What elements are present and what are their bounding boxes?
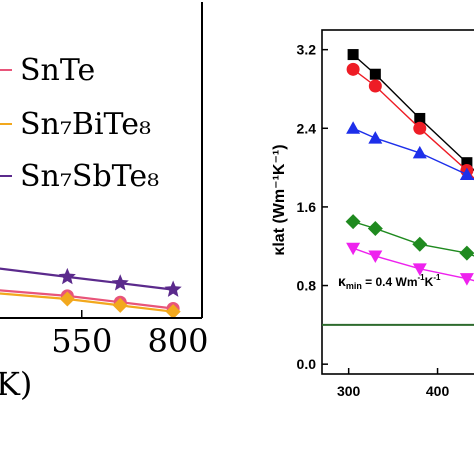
right-y-tick-label-4: 3.2 [297,42,317,58]
left-point-1-2 [112,297,128,313]
right-point-2-0 [346,121,361,134]
legend-label-snte: SnTe [20,53,95,88]
right-point-0-2 [414,112,426,124]
right-point-4-3 [459,273,474,286]
right-point-0-3 [461,157,473,169]
right-point-3-3 [459,245,474,261]
legend: SnTe Sn₇BiTe₈ Sn₇SbTe₈ [0,53,159,194]
right-y-tick-label-3: 2.4 [297,120,317,136]
right-y-tick-label-1: 0.8 [297,278,317,294]
left-point-2-2 [111,274,129,291]
right-axis-ticks: 0.0 0.8 1.6 2.4 3.2 300 400 [297,42,450,399]
kappa-min-subscript: min [346,281,362,291]
right-point-4-2 [412,263,427,276]
left-x-axis-label: K) [0,365,32,403]
right-y-tick-label-0: 0.0 [297,356,317,372]
left-point-1-3 [165,304,181,320]
kappa-min-sup2: -1 [433,273,441,282]
left-point-2-3 [164,280,182,297]
right-plot-frame [321,29,474,375]
right-point-1-0 [346,62,360,76]
kappa-min-annotation: κmin = 0.4 Wm-1K-1 [338,273,441,291]
left-series-line-0 [0,289,174,310]
right-point-4-0 [346,242,361,256]
right-point-2-2 [412,145,427,159]
right-series-group [345,49,474,286]
right-point-4-1 [368,250,383,264]
kappa-min-value: = 0.4 Wm [362,275,418,289]
right-y-axis-label: κlat (Wm⁻¹K⁻¹) [271,144,288,255]
left-series-group [0,267,182,320]
left-x-tick-label-1: 800 [147,322,208,360]
kappa-min-unit-k: K [425,275,434,289]
left-x-tick-label-0: 550 [51,322,112,360]
kappa-min-sup1: -1 [418,273,426,282]
right-point-1-2 [413,121,427,135]
left-point-1-1 [59,291,75,307]
left-series-line-2 [0,267,174,291]
right-point-3-0 [345,214,361,230]
right-point-3-1 [367,221,383,237]
left-x-ticks: 550 800 [51,310,209,360]
right-point-0-1 [369,68,381,80]
left-chart-panel: 550 800 K) SnTe Sn₇BiTe₈ Sn₇SbTe₈ [0,2,209,403]
legend-label-sn7sbte8: Sn₇SbTe₈ [20,159,159,194]
right-y-tick-label-2: 1.6 [297,199,317,215]
left-series-line-1 [0,292,174,313]
right-x-tick-label-0: 300 [337,383,361,399]
kappa-min-symbol: κ [338,273,346,289]
left-point-2-1 [58,267,76,285]
right-point-0-0 [347,49,359,61]
right-point-2-3 [459,167,474,180]
legend-label-sn7bite8: Sn₇BiTe₈ [20,107,151,142]
right-x-tick-label-1: 400 [426,383,450,399]
right-point-1-1 [368,79,382,93]
right-point-3-2 [412,236,428,252]
right-point-2-1 [368,131,383,144]
